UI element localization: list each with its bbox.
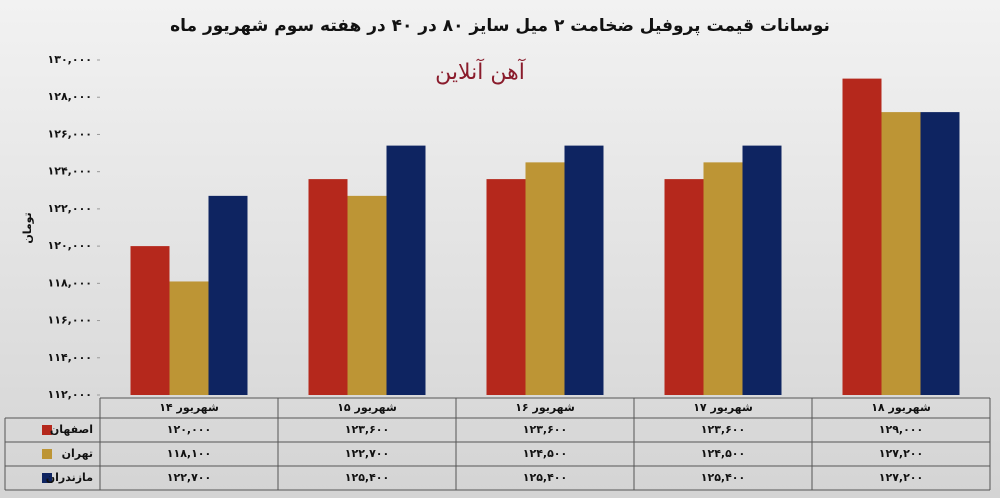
value-label: ۱۲۷,۲۰۰ xyxy=(879,447,923,460)
legend-label: تهران xyxy=(62,447,93,460)
value-label: ۱۲۵,۴۰۰ xyxy=(701,471,745,484)
bar xyxy=(525,162,565,395)
legend-swatch xyxy=(42,425,52,435)
value-label: ۱۲۹,۰۰۰ xyxy=(879,423,923,436)
bar xyxy=(564,145,604,395)
chart-title: نوسانات قیمت پروفیل ضخامت ۲ میل سایز ۸۰ … xyxy=(170,16,830,36)
legend-swatch xyxy=(42,449,52,459)
value-label: ۱۲۵,۴۰۰ xyxy=(523,471,567,484)
bar xyxy=(842,78,882,395)
value-label: ۱۲۴,۵۰۰ xyxy=(523,447,567,460)
value-label: ۱۲۷,۲۰۰ xyxy=(879,471,923,484)
x-tick-label: ۱۶ شهریور xyxy=(515,401,575,414)
value-label: ۱۲۰,۰۰۰ xyxy=(167,423,211,436)
value-label: ۱۲۳,۶۰۰ xyxy=(523,423,567,436)
y-tick-label: ۱۲۲,۰۰۰ xyxy=(48,202,92,215)
bar xyxy=(386,145,426,395)
bar xyxy=(130,246,170,395)
logo: آهن آنلاین xyxy=(435,58,526,85)
x-tick-label: ۱۵ شهریور xyxy=(337,401,397,414)
y-tick-label: ۱۲۰,۰۰۰ xyxy=(48,239,92,252)
bar xyxy=(486,179,526,395)
bar xyxy=(881,112,921,395)
value-label: ۱۲۲,۷۰۰ xyxy=(345,447,389,460)
y-tick-label: ۱۲۴,۰۰۰ xyxy=(48,165,92,178)
legend-swatch xyxy=(42,473,52,483)
value-label: ۱۲۳,۶۰۰ xyxy=(701,423,745,436)
y-tick-label: ۱۱۸,۰۰۰ xyxy=(48,276,92,289)
y-axis-label: تومان xyxy=(21,212,34,243)
legend-label: مازندران xyxy=(46,471,93,484)
value-label: ۱۲۵,۴۰۰ xyxy=(345,471,389,484)
bar xyxy=(347,195,387,395)
y-tick-label: ۱۱۴,۰۰۰ xyxy=(48,351,92,364)
value-label: ۱۲۴,۵۰۰ xyxy=(701,447,745,460)
y-tick-label: ۱۳۰,۰۰۰ xyxy=(48,53,92,66)
y-tick-label: ۱۱۶,۰۰۰ xyxy=(48,314,92,327)
y-tick-label: ۱۲۸,۰۰۰ xyxy=(48,90,92,103)
bar xyxy=(664,179,704,395)
value-label: ۱۲۳,۶۰۰ xyxy=(345,423,389,436)
legend-label: اصفهان xyxy=(50,423,93,436)
x-tick-label: ۱۴ شهریور xyxy=(159,401,219,414)
bar xyxy=(169,281,209,395)
y-tick-label: ۱۲۶,۰۰۰ xyxy=(48,127,92,140)
bar xyxy=(920,112,960,395)
value-label: ۱۱۸,۱۰۰ xyxy=(167,447,211,460)
bar xyxy=(742,145,782,395)
x-tick-label: ۱۸ شهریور xyxy=(871,401,931,414)
y-tick-label: ۱۱۲,۰۰۰ xyxy=(48,388,92,401)
x-tick-label: ۱۷ شهریور xyxy=(693,401,753,414)
value-label: ۱۲۲,۷۰۰ xyxy=(167,471,211,484)
bar xyxy=(703,162,743,395)
bar xyxy=(308,179,348,395)
bar xyxy=(208,195,248,395)
